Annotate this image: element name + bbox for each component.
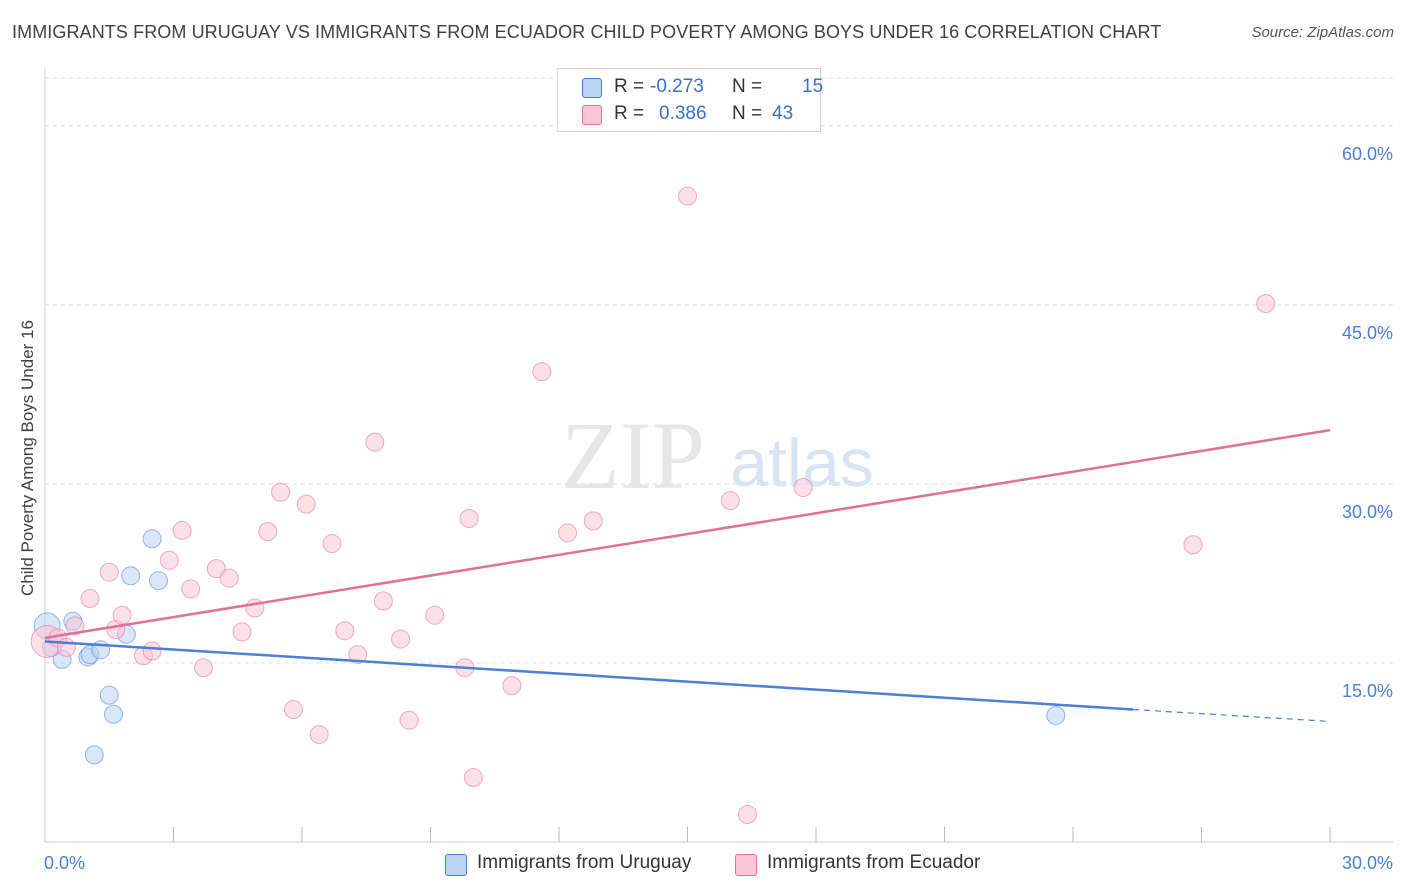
point-ecuador <box>373 591 393 611</box>
point-ecuador <box>502 676 522 696</box>
trend-line-ecuador <box>44 428 1331 640</box>
gridlines <box>45 77 1393 664</box>
point-ecuador <box>181 579 201 599</box>
trend-line-uruguay-extension <box>1132 708 1331 723</box>
point-uruguay <box>142 529 162 549</box>
point-ecuador <box>532 362 552 382</box>
legend-label-uruguay: Immigrants from Uruguay <box>477 852 692 873</box>
legend-r-value: -0.273 <box>650 76 704 97</box>
point-uruguay <box>149 571 169 591</box>
axes <box>44 68 1393 843</box>
correlation-legend: R = -0.273 N = 15 R = 0.386 N = 43 <box>557 68 824 132</box>
point-ecuador <box>463 768 483 788</box>
legend-swatch-ecuador <box>735 854 757 876</box>
x-tick-label-max: 30.0% <box>1342 853 1393 873</box>
point-ecuador <box>459 508 479 528</box>
point-ecuador <box>271 482 291 502</box>
point-ecuador <box>399 710 419 730</box>
point-ecuador <box>425 605 445 625</box>
y-tick-labels: 15.0% 30.0% 45.0% 60.0% <box>1342 144 1393 701</box>
point-ecuador <box>159 550 179 570</box>
point-ecuador <box>348 645 368 665</box>
point-ecuador <box>283 699 303 719</box>
y-tick-label: 15.0% <box>1342 681 1393 701</box>
point-ecuador <box>258 522 278 542</box>
point-ecuador <box>112 605 132 625</box>
point-ecuador <box>322 534 342 554</box>
chart-title: IMMIGRANTS FROM URUGUAY VS IMMIGRANTS FR… <box>12 22 1162 42</box>
legend-n-label: N = <box>732 76 763 97</box>
point-ecuador <box>65 616 85 636</box>
point-ecuador <box>1256 294 1276 314</box>
point-ecuador <box>1183 535 1203 555</box>
trend-lines <box>44 428 1331 723</box>
point-uruguay <box>121 566 141 586</box>
point-ecuador <box>737 805 757 825</box>
legend-r-value: 0.386 <box>659 103 707 124</box>
y-tick-label: 60.0% <box>1342 144 1393 164</box>
point-uruguay <box>84 745 104 765</box>
point-ecuador <box>193 658 213 678</box>
legend-r-label: R = <box>614 76 645 97</box>
point-ecuador <box>219 568 239 588</box>
trend-line-uruguay <box>44 640 1134 711</box>
legend-n-value: 43 <box>772 103 794 124</box>
source-credit: Source: ZipAtlas.com <box>1251 24 1394 41</box>
y-tick-label: 30.0% <box>1342 502 1393 522</box>
point-ecuador <box>391 629 411 649</box>
point-ecuador <box>80 588 100 608</box>
point-ecuador <box>99 562 119 582</box>
point-ecuador <box>365 432 385 452</box>
point-ecuador <box>142 641 162 661</box>
point-ecuador <box>720 491 740 511</box>
point-ecuador <box>296 494 316 514</box>
legend-r-label: R = <box>614 103 645 124</box>
watermark-zip: ZIP <box>561 402 705 509</box>
legend-swatch-uruguay <box>582 78 602 98</box>
point-ecuador <box>172 520 192 540</box>
legend-swatch-ecuador <box>582 105 602 125</box>
legend-n-label: N = <box>732 103 763 124</box>
y-tick-label: 45.0% <box>1342 323 1393 343</box>
point-ecuador <box>583 511 603 531</box>
legend-label-ecuador: Immigrants from Ecuador <box>767 852 981 873</box>
point-ecuador <box>56 637 76 657</box>
point-ecuador <box>793 477 813 497</box>
point-ecuador <box>678 186 697 206</box>
point-ecuador <box>335 621 355 641</box>
point-uruguay <box>1046 705 1066 725</box>
point-uruguay <box>99 685 119 705</box>
point-ecuador <box>232 622 252 642</box>
point-uruguay <box>104 704 124 724</box>
point-ecuador <box>558 523 578 543</box>
data-points <box>30 186 1276 825</box>
point-ecuador <box>309 725 329 745</box>
legend-n-value: 15 <box>802 76 824 97</box>
x-tick-label-min: 0.0% <box>44 853 85 873</box>
legend-swatch-uruguay <box>445 854 467 876</box>
point-ecuador <box>206 559 226 579</box>
